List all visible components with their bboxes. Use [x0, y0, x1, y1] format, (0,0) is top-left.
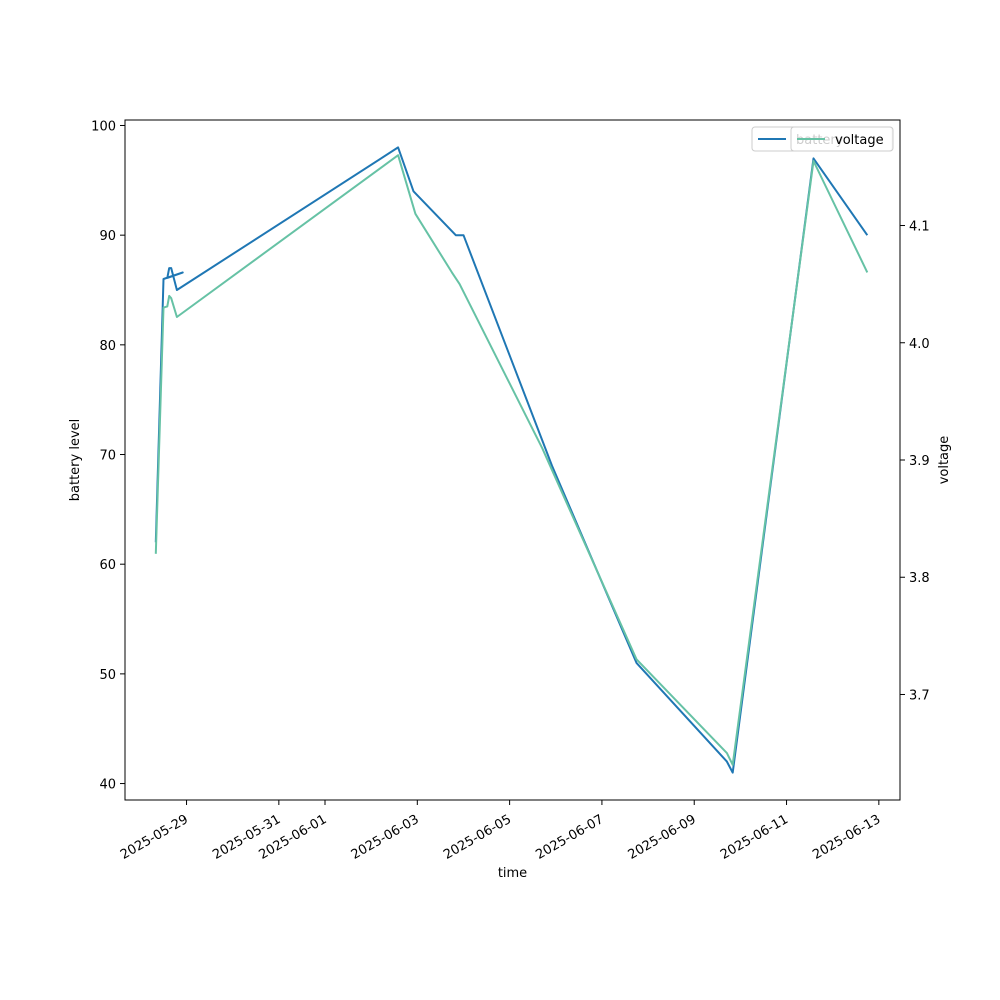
right-y-tick-label: 4.1 — [909, 220, 930, 235]
legend-box — [790, 126, 894, 152]
left-y-tick-label: 100 — [91, 119, 116, 134]
left-y-tick-label: 90 — [99, 229, 116, 244]
series-line-voltage — [154, 154, 869, 766]
left-y-tick-label: 80 — [99, 339, 116, 354]
left-y-tick-label: 40 — [99, 778, 116, 793]
left-y-tick-label: 70 — [99, 449, 116, 464]
legend-voltage: voltage — [790, 126, 894, 152]
right-y-tick-label: 3.8 — [909, 571, 930, 586]
x-axis-label: time — [498, 866, 527, 881]
right-y-tick-label: 4.0 — [909, 337, 930, 352]
left-y-tick-label: 60 — [99, 558, 116, 573]
series-line-battery — [154, 146, 869, 774]
plot-area — [154, 146, 869, 774]
right-y-tick-label: 3.7 — [909, 688, 930, 703]
right-y-axis-label: voltage — [937, 436, 952, 485]
legend-label: voltage — [835, 133, 884, 148]
left-y-axis-label: battery level — [68, 419, 83, 502]
right-y-tick-label: 3.9 — [909, 454, 930, 469]
left-y-tick-label: 50 — [99, 668, 116, 683]
